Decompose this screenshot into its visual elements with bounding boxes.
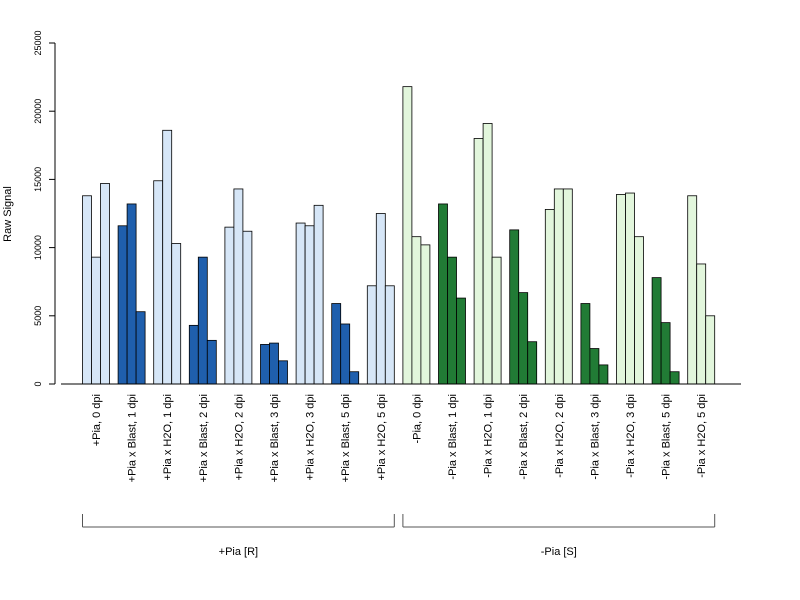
bar — [420, 244, 431, 385]
category-label: +Pia x H2O, 3 dpi — [305, 394, 317, 481]
category-labels: +Pia, 0 dpi +Pia x Blast, 1 dpi +Pia x H2O… — [91, 394, 708, 482]
bar — [82, 195, 92, 385]
y-axis: 0 5000 10000 15000 20000 25000 — [33, 30, 56, 387]
bar — [206, 339, 217, 385]
bar — [304, 225, 315, 385]
bar — [153, 180, 164, 385]
category-label: +Pia x H2O, 5 dpi — [376, 394, 388, 481]
group-label: +Pia [R] — [219, 546, 258, 558]
bar — [260, 344, 270, 385]
bar — [544, 209, 555, 385]
bar — [117, 225, 128, 385]
bar — [456, 297, 466, 385]
group-brackets: +Pia [R] -Pia [S] — [82, 514, 716, 558]
bar — [91, 256, 101, 385]
category-label: +Pia x Blast, 2 dpi — [198, 394, 210, 482]
category-label: +Pia x Blast, 5 dpi — [340, 394, 352, 482]
bar — [553, 188, 564, 385]
bar — [224, 226, 235, 385]
bar — [313, 204, 324, 385]
category-label: -Pia x Blast, 3 dpi — [589, 394, 601, 480]
bar — [331, 303, 342, 385]
category-label: -Pia x Blast, 2 dpi — [518, 394, 530, 480]
bar — [233, 188, 244, 385]
y-tick-label: 5000 — [33, 306, 43, 326]
bar — [509, 229, 520, 385]
bar — [518, 292, 529, 385]
bar — [278, 360, 288, 385]
bar — [135, 311, 146, 385]
group-label: -Pia [S] — [541, 546, 577, 558]
category-label: -Pia x Blast, 1 dpi — [447, 394, 459, 480]
bar — [242, 230, 253, 385]
bar — [473, 138, 484, 385]
y-tick-label: 25000 — [33, 30, 43, 55]
bar — [598, 364, 609, 385]
category-label: +Pia x H2O, 1 dpi — [162, 394, 174, 481]
bar — [188, 324, 199, 385]
category-label: +Pia x Blast, 3 dpi — [269, 394, 281, 482]
bar — [669, 371, 680, 385]
category-label: -Pia x Blast, 5 dpi — [661, 394, 673, 480]
bar — [660, 322, 671, 385]
category-label: -Pia, 0 dpi — [411, 394, 423, 444]
bar — [171, 243, 182, 385]
bars — [82, 86, 716, 385]
y-axis-title: Raw Signal — [2, 186, 14, 242]
category-label: -Pia x H2O, 3 dpi — [625, 394, 637, 478]
category-label: -Pia x H2O, 1 dpi — [483, 394, 495, 478]
y-tick-label: 20000 — [33, 99, 43, 124]
bar — [375, 213, 386, 385]
bar — [616, 194, 626, 385]
y-tick-label: 10000 — [33, 235, 43, 260]
category-label: +Pia x Blast, 1 dpi — [127, 394, 139, 482]
bar — [126, 203, 137, 385]
bar — [269, 342, 279, 385]
y-tick-label: 15000 — [33, 167, 43, 192]
bar — [295, 222, 306, 385]
bar — [340, 323, 351, 385]
bar — [197, 256, 208, 385]
category-label: +Pia x H2O, 2 dpi — [233, 394, 245, 481]
bar — [366, 285, 377, 385]
y-tick-label: 0 — [33, 381, 43, 386]
category-label: +Pia, 0 dpi — [91, 394, 103, 446]
bar — [562, 188, 573, 385]
category-label: -Pia x H2O, 2 dpi — [554, 394, 566, 478]
bar — [651, 277, 662, 385]
bar — [162, 129, 173, 385]
bar — [438, 203, 448, 385]
category-label: -Pia x H2O, 5 dpi — [696, 394, 708, 478]
bar — [491, 256, 502, 385]
bar — [705, 315, 716, 385]
bar — [349, 371, 360, 385]
bar — [384, 285, 395, 385]
bar — [696, 263, 707, 385]
bar — [527, 341, 538, 385]
bar — [625, 192, 635, 385]
bar — [482, 123, 493, 385]
bar — [411, 236, 422, 385]
bar — [100, 183, 110, 385]
bar — [580, 303, 591, 385]
bar — [589, 348, 600, 385]
bar — [634, 236, 644, 385]
bar — [447, 256, 457, 385]
bar — [687, 195, 698, 385]
bar — [402, 86, 413, 385]
